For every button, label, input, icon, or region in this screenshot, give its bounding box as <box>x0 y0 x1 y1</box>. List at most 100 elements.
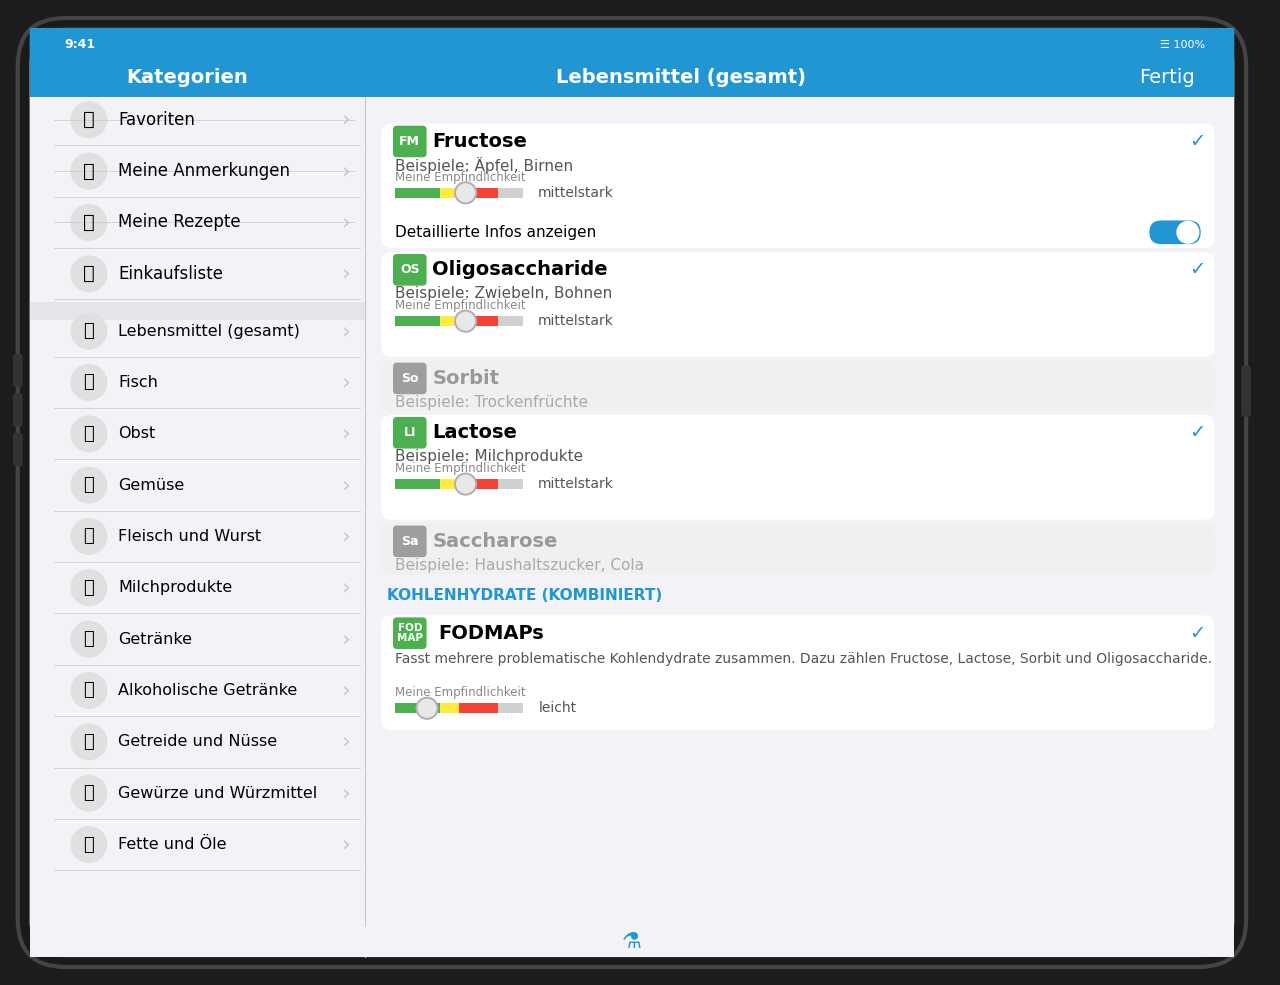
Text: Meine Anmerkungen: Meine Anmerkungen <box>119 163 291 180</box>
Bar <box>440 703 460 713</box>
Circle shape <box>72 673 106 708</box>
FancyBboxPatch shape <box>381 252 1215 357</box>
Text: So: So <box>401 372 419 385</box>
Text: Meine Empfindlichkeit: Meine Empfindlichkeit <box>396 170 526 183</box>
Text: Getreide und Nüsse: Getreide und Nüsse <box>119 735 278 750</box>
Bar <box>371 98 1234 957</box>
Circle shape <box>457 184 475 202</box>
FancyBboxPatch shape <box>393 362 426 394</box>
Circle shape <box>72 467 106 503</box>
Bar <box>440 188 460 198</box>
FancyBboxPatch shape <box>381 124 1215 248</box>
Bar <box>460 479 498 489</box>
Text: 9:41: 9:41 <box>64 38 95 51</box>
Bar <box>396 188 440 198</box>
Text: ›: › <box>342 475 351 495</box>
Text: Beispiele: Äpfel, Birnen: Beispiele: Äpfel, Birnen <box>396 157 573 173</box>
Bar <box>460 703 498 713</box>
Circle shape <box>454 310 476 332</box>
Text: 🥩: 🥩 <box>83 527 95 546</box>
Text: ›: › <box>342 629 351 649</box>
Circle shape <box>457 312 475 330</box>
Text: Fertig: Fertig <box>1139 68 1194 87</box>
Text: ›: › <box>342 526 351 547</box>
Circle shape <box>72 313 106 349</box>
Text: Fleisch und Wurst: Fleisch und Wurst <box>119 529 261 544</box>
Circle shape <box>72 154 106 189</box>
Bar <box>396 316 440 326</box>
Text: 🐟: 🐟 <box>83 373 95 391</box>
Text: Meine Rezepte: Meine Rezepte <box>119 214 241 231</box>
Circle shape <box>72 775 106 811</box>
Text: Gemüse: Gemüse <box>119 478 184 492</box>
Text: Detaillierte Infos anzeigen: Detaillierte Infos anzeigen <box>396 225 596 239</box>
Text: ›: › <box>342 213 351 232</box>
Text: ›: › <box>342 424 351 444</box>
Text: 🍎: 🍎 <box>83 322 95 340</box>
Text: 🌾: 🌾 <box>83 733 95 751</box>
Text: ☰ 100%: ☰ 100% <box>1160 39 1204 49</box>
Bar <box>440 479 460 489</box>
Text: 🧱: 🧱 <box>83 162 95 180</box>
Text: 🌶: 🌶 <box>83 784 95 802</box>
Text: Oligosaccharide: Oligosaccharide <box>433 260 608 280</box>
Text: Beispiele: Milchprodukte: Beispiele: Milchprodukte <box>396 449 584 464</box>
FancyBboxPatch shape <box>29 28 1234 957</box>
Circle shape <box>454 182 476 204</box>
Text: Lactose: Lactose <box>433 424 517 442</box>
FancyBboxPatch shape <box>393 526 426 558</box>
Text: 🍷: 🍷 <box>83 630 95 648</box>
Text: Getränke: Getränke <box>119 631 192 646</box>
Text: ›: › <box>342 162 351 181</box>
Text: 🍑: 🍑 <box>83 425 95 442</box>
Circle shape <box>72 205 106 240</box>
Text: Fisch: Fisch <box>119 375 159 390</box>
Text: Alkoholische Getränke: Alkoholische Getränke <box>119 683 298 698</box>
Text: Lebensmittel (gesamt): Lebensmittel (gesamt) <box>119 323 301 339</box>
Bar <box>440 316 460 326</box>
Text: ✓: ✓ <box>1189 624 1204 642</box>
Text: ›: › <box>342 321 351 341</box>
Text: mittelstark: mittelstark <box>538 314 614 328</box>
Text: ✓: ✓ <box>1189 132 1204 151</box>
Circle shape <box>416 697 438 719</box>
Text: Meine Empfindlichkeit: Meine Empfindlichkeit <box>396 298 526 312</box>
Text: ⭐: ⭐ <box>83 110 95 129</box>
Text: Sorbit: Sorbit <box>433 369 499 388</box>
Text: mittelstark: mittelstark <box>538 186 614 200</box>
Text: leicht: leicht <box>539 701 577 715</box>
FancyBboxPatch shape <box>13 354 23 387</box>
Text: LI: LI <box>403 427 416 439</box>
Text: FODMAPs: FODMAPs <box>439 624 544 642</box>
Bar <box>498 316 524 326</box>
FancyBboxPatch shape <box>393 417 426 448</box>
Bar <box>460 188 498 198</box>
Text: OS: OS <box>399 263 420 277</box>
Bar <box>396 703 440 713</box>
Text: Milchprodukte: Milchprodukte <box>119 580 233 595</box>
Text: Lebensmittel (gesamt): Lebensmittel (gesamt) <box>557 68 806 87</box>
FancyBboxPatch shape <box>393 254 426 286</box>
Text: FM: FM <box>399 135 420 148</box>
FancyBboxPatch shape <box>1242 365 1251 417</box>
Text: ›: › <box>342 264 351 284</box>
Text: ›: › <box>342 109 351 130</box>
Circle shape <box>454 473 476 495</box>
Circle shape <box>72 622 106 657</box>
Text: 🫒: 🫒 <box>83 835 95 854</box>
FancyBboxPatch shape <box>393 126 426 158</box>
Circle shape <box>419 699 436 717</box>
Text: ›: › <box>342 732 351 752</box>
FancyBboxPatch shape <box>381 361 1215 411</box>
Text: Fette und Öle: Fette und Öle <box>119 837 227 852</box>
Text: ›: › <box>342 372 351 392</box>
Circle shape <box>1178 222 1199 243</box>
Circle shape <box>72 519 106 555</box>
Text: 🍕: 🍕 <box>83 213 95 231</box>
Circle shape <box>72 570 106 606</box>
FancyBboxPatch shape <box>13 393 23 427</box>
FancyBboxPatch shape <box>381 415 1215 520</box>
Bar <box>29 928 1234 957</box>
Text: Fasst mehrere problematische Kohlendydrate zusammen. Dazu zählen Fructose, Lacto: Fasst mehrere problematische Kohlendydra… <box>396 652 1212 666</box>
Text: Favoriten: Favoriten <box>119 110 196 129</box>
